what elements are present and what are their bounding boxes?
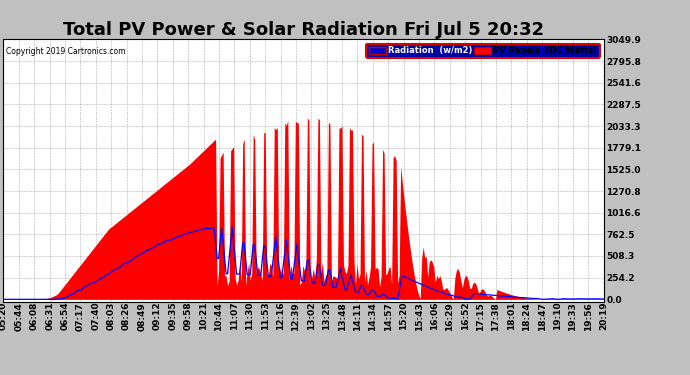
Legend: Radiation  (w/m2), PV Panels  (DC Watts): Radiation (w/m2), PV Panels (DC Watts) [366, 44, 600, 57]
Text: Copyright 2019 Cartronics.com: Copyright 2019 Cartronics.com [6, 47, 126, 56]
Title: Total PV Power & Solar Radiation Fri Jul 5 20:32: Total PV Power & Solar Radiation Fri Jul… [63, 21, 544, 39]
